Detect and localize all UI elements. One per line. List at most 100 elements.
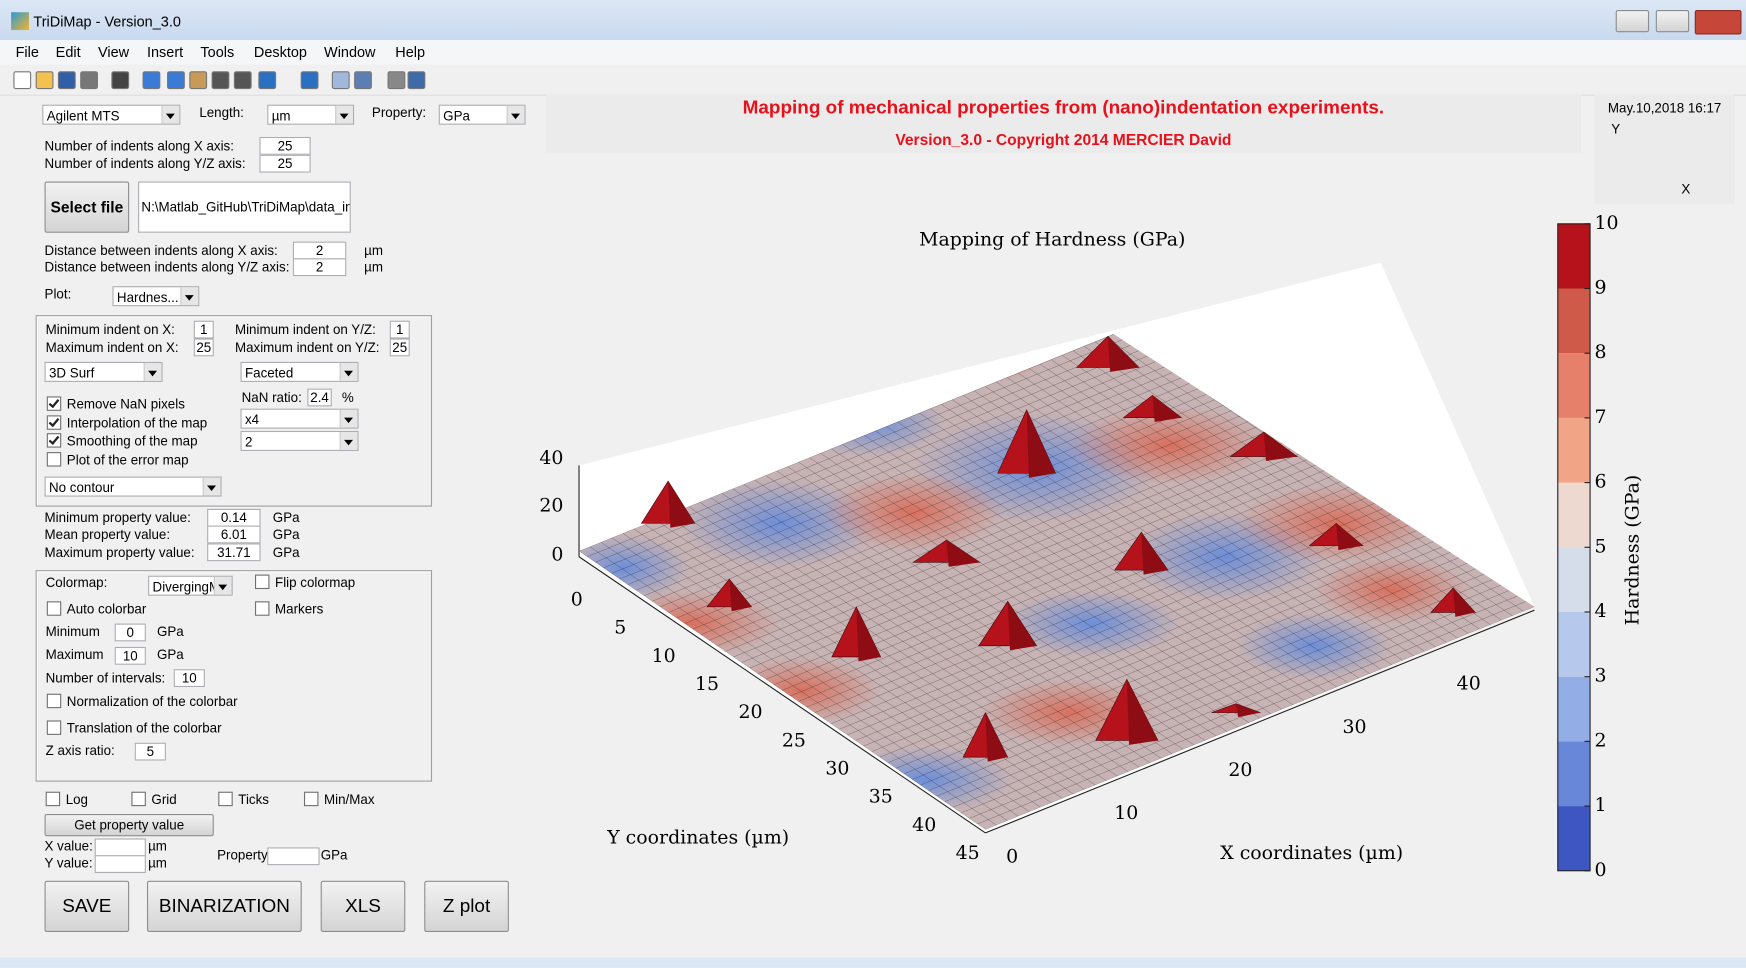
checkbox-box[interactable] [46,720,62,735]
file-path[interactable]: N:\Matlab_GitHub\TriDiMap\data_in [138,181,351,233]
checkbox[interactable]: Translation of the colorbar [46,719,222,737]
input[interactable] [94,838,146,857]
toolbar-icon[interactable] [35,71,54,90]
minimize-button[interactable] [1615,10,1650,33]
checkbox-box[interactable] [303,791,319,807]
toolbar-icon[interactable] [407,71,426,90]
toolbar-icon[interactable] [258,71,277,90]
toolbar-icon[interactable] [167,71,185,90]
checkbox[interactable]: Markers [254,600,323,618]
checkbox-box[interactable] [46,415,62,430]
xls-button[interactable]: XLS [320,880,406,932]
unit: GPa [157,646,184,663]
unit: GPa [272,526,300,543]
checkbox-box[interactable] [46,433,62,448]
close-button[interactable] [1694,10,1742,35]
peak-shade [1126,679,1159,745]
checkbox[interactable]: Grid [131,791,177,809]
colorbar-tick-label: 9 [1595,277,1607,299]
checkbox[interactable]: Interpolation of the map [46,414,207,432]
checkbox-box[interactable] [46,693,62,709]
checkbox-box[interactable] [45,791,61,807]
input[interactable]: 2 [292,258,347,277]
get-value-button[interactable]: Get property value [44,813,214,837]
smoothing-select[interactable]: 2 [240,430,359,451]
colormap-select[interactable]: DivergingMap 1 [148,575,233,596]
toolbar-icon[interactable] [354,71,372,90]
checkbox[interactable]: Smoothing of the map [46,432,198,450]
checkbox[interactable]: Remove NaN pixels [46,395,185,413]
input[interactable] [94,855,146,873]
input[interactable]: 5 [134,742,166,761]
contour-select[interactable]: No contour [44,476,222,497]
checkbox-box[interactable] [46,452,62,467]
checkbox-box[interactable] [46,396,62,411]
toolbar-icon[interactable] [387,71,406,90]
select-file-button[interactable]: Select file [44,181,130,233]
length-select[interactable]: µm [267,104,355,125]
toolbar-icon[interactable] [211,71,230,90]
input[interactable]: 0.14 [207,508,261,527]
checkbox-box[interactable] [218,791,233,807]
maximize-button[interactable] [1655,10,1690,33]
toolbar-icon[interactable] [142,71,161,90]
checkbox[interactable]: Normalization of the colorbar [46,693,238,711]
window-title: TriDiMap - Version_3.0 [33,13,181,31]
y-tick-label: 25 [782,729,806,751]
input[interactable]: 10 [114,646,146,665]
toolbar-icon[interactable] [57,71,76,90]
checkbox[interactable]: Plot of the error map [46,451,189,469]
menu-item[interactable]: View [97,43,130,61]
checkbox[interactable]: Auto colorbar [46,600,146,618]
input[interactable]: 25 [193,338,214,357]
checkbox[interactable]: Min/Max [303,791,375,809]
input[interactable]: 6.01 [207,525,261,544]
input[interactable]: 25 [389,338,410,357]
menu-item[interactable]: Insert [146,43,184,61]
menu-item[interactable]: Window [324,43,376,61]
checkbox-box[interactable] [46,601,62,616]
input[interactable]: 2.4 [307,388,332,407]
menu-item[interactable]: File [15,43,39,61]
binarization-button[interactable]: BINARIZATION [146,880,302,932]
input[interactable] [267,847,320,866]
menu-item[interactable]: Tools [200,43,235,61]
toolbar-icon[interactable] [80,71,98,90]
input[interactable]: 1 [389,320,410,339]
checkbox[interactable]: Ticks [218,791,269,809]
checkbox-box[interactable] [254,574,270,590]
toolbar-icon[interactable] [300,71,319,90]
checkbox[interactable]: Log [45,791,88,809]
toolbar-icon[interactable] [189,71,208,90]
plot-type-select[interactable]: 3D Surf [44,361,163,382]
input[interactable]: 25 [259,154,311,173]
surface-patch [1235,612,1392,680]
menu-item[interactable]: Help [395,43,426,61]
toolbar-icon[interactable] [331,71,350,90]
shading-select[interactable]: Faceted [240,361,359,382]
checkbox-box[interactable] [254,601,270,616]
input[interactable]: 31.71 [207,543,261,562]
input[interactable]: 2 [292,241,347,260]
interpolation-select[interactable]: x4 [240,408,359,429]
checkbox[interactable]: Flip colormap [254,573,355,591]
machine-select[interactable]: Agilent MTS [42,104,181,125]
toolbar-icon[interactable] [111,71,130,90]
menu-item[interactable]: Desktop [253,43,307,61]
save-button[interactable]: SAVE [44,880,130,932]
plot-select[interactable]: Hardnes... [112,286,200,307]
checkbox-box[interactable] [131,791,146,807]
input[interactable]: 1 [193,320,214,339]
input[interactable]: 10 [173,669,205,688]
zplot-button[interactable]: Z plot [424,880,509,932]
menu-item[interactable]: Edit [55,43,81,61]
title-bar [0,0,1746,41]
toolbar-icon[interactable] [13,71,32,90]
input[interactable]: 0 [114,623,146,642]
property-select[interactable]: GPa [438,104,526,125]
checkbox-label: Normalization of the colorbar [66,693,238,710]
group-box [35,315,433,507]
toolbar-icon[interactable] [233,71,252,90]
input[interactable]: 25 [259,136,311,155]
